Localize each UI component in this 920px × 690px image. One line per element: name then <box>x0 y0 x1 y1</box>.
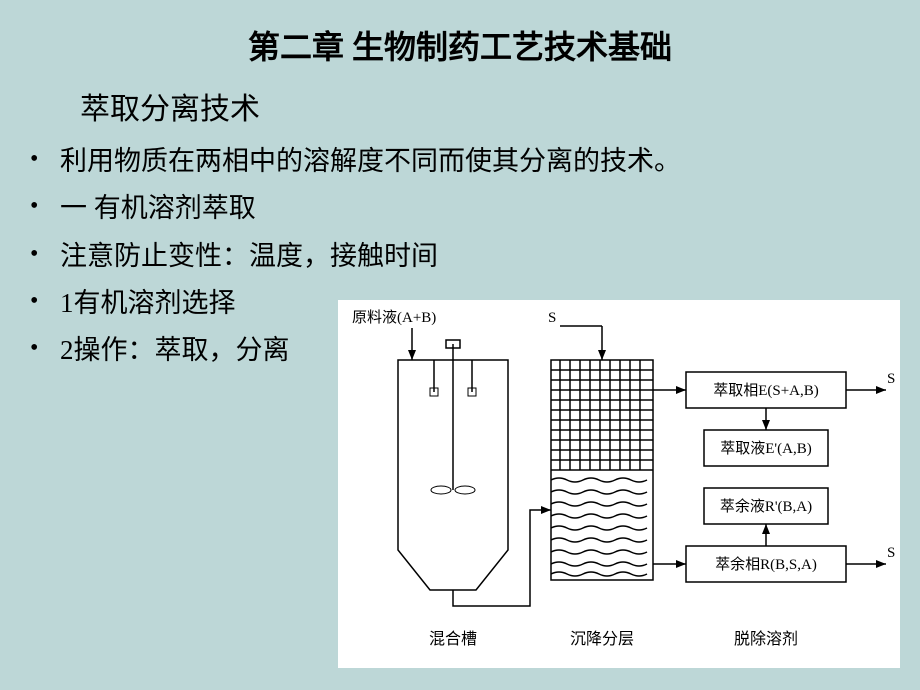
solvent-out-top: S <box>887 371 895 387</box>
extract-phase-box: 萃取相E(S+A,B) <box>686 372 846 408</box>
settler-column <box>551 360 653 580</box>
extract-liquid-box: 萃取液E'(A,B) <box>704 430 828 466</box>
svg-text:萃余相R(B,S,A): 萃余相R(B,S,A) <box>715 555 817 573</box>
mixer-vessel <box>398 340 508 590</box>
caption-settler: 沉降分层 <box>570 630 634 648</box>
caption-mixer: 混合槽 <box>429 630 477 648</box>
bullet-item: 一 有机溶剂萃取 <box>40 185 920 232</box>
solvent-in-label: S <box>548 310 556 326</box>
svg-text:萃取液E'(A,B): 萃取液E'(A,B) <box>720 440 811 457</box>
caption-remove: 脱除溶剂 <box>734 630 798 648</box>
raffinate-liquid-box: 萃余液R'(B,A) <box>704 488 828 524</box>
solvent-out-bottom: S <box>887 545 895 561</box>
subtitle: 萃取分离技术 <box>0 78 920 134</box>
feed-label: 原料液(A+B) <box>352 309 436 326</box>
page-title: 第二章 生物制药工艺技术基础 <box>0 0 920 78</box>
extraction-diagram: 原料液(A+B) S <box>338 300 900 668</box>
bullet-item: 注意防止变性：温度，接触时间 <box>40 233 920 280</box>
svg-text:萃取相E(S+A,B): 萃取相E(S+A,B) <box>713 382 819 399</box>
bullet-item: 利用物质在两相中的溶解度不同而使其分离的技术。 <box>40 138 920 185</box>
svg-text:萃余液R'(B,A): 萃余液R'(B,A) <box>720 497 812 515</box>
raffinate-phase-box: 萃余相R(B,S,A) <box>686 546 846 582</box>
